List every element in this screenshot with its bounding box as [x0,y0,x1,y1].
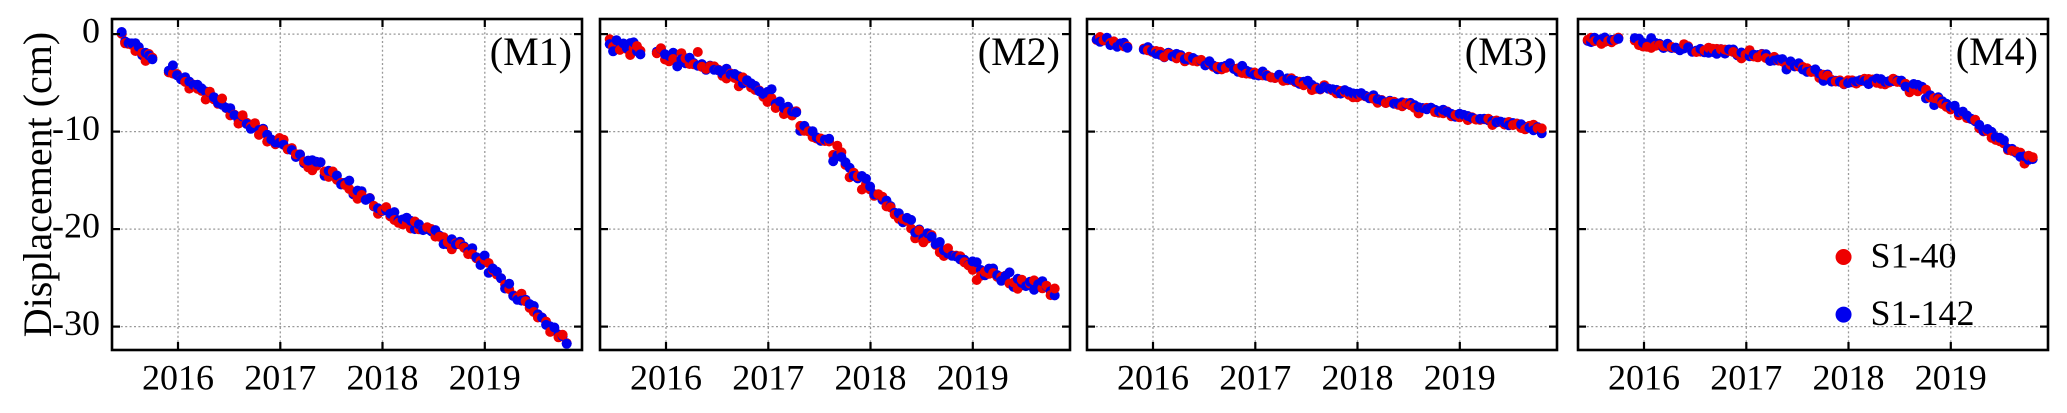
svg-text:-30: -30 [52,303,100,343]
svg-text:(M2): (M2) [978,29,1060,74]
svg-text:Displacement (cm): Displacement (cm) [15,32,60,337]
svg-text:2019: 2019 [449,358,521,398]
svg-text:2016: 2016 [630,358,702,398]
svg-text:(M1): (M1) [490,29,572,74]
svg-text:2018: 2018 [347,358,419,398]
svg-text:2016: 2016 [1608,358,1680,398]
svg-text:2017: 2017 [244,358,316,398]
svg-text:2017: 2017 [1710,358,1782,398]
svg-text:2019: 2019 [1915,358,1987,398]
svg-text:S1-40: S1-40 [1871,235,1957,275]
svg-text:2019: 2019 [937,358,1009,398]
svg-text:(M4): (M4) [1956,29,2038,74]
svg-text:-10: -10 [52,108,100,148]
svg-text:0: 0 [82,10,100,50]
svg-text:2018: 2018 [1322,358,1394,398]
svg-text:2016: 2016 [142,358,214,398]
svg-text:2017: 2017 [732,358,804,398]
svg-text:2016: 2016 [1117,358,1189,398]
svg-text:2018: 2018 [1813,358,1885,398]
svg-text:S1-142: S1-142 [1871,293,1975,333]
svg-text:-20: -20 [52,205,100,245]
svg-text:2018: 2018 [835,358,907,398]
svg-text:(M3): (M3) [1465,29,1547,74]
svg-text:2017: 2017 [1219,358,1291,398]
svg-text:2019: 2019 [1424,358,1496,398]
